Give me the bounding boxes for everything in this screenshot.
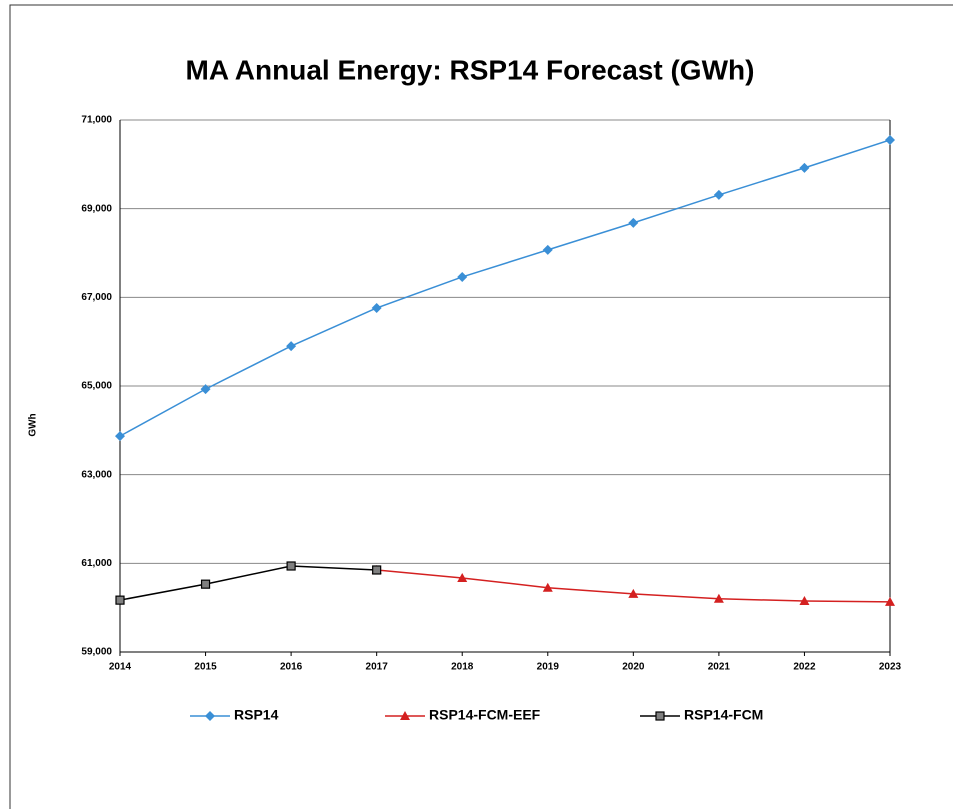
legend-marker xyxy=(400,711,410,720)
data-point xyxy=(542,244,553,255)
y-tick-label: 67,000 xyxy=(81,292,112,303)
data-point xyxy=(115,431,125,442)
data-point xyxy=(115,595,125,605)
data-point xyxy=(799,596,810,606)
data-point xyxy=(372,565,382,575)
data-point xyxy=(885,596,895,606)
x-tick-label: 2021 xyxy=(708,662,731,673)
data-point xyxy=(628,217,639,228)
x-tick-label: 2014 xyxy=(109,662,132,673)
data-point xyxy=(200,579,211,589)
x-tick-label: 2016 xyxy=(280,662,303,673)
y-tick-label: 65,000 xyxy=(81,381,112,392)
x-tick-label: 2020 xyxy=(622,662,645,673)
y-tick-label: 63,000 xyxy=(81,469,112,480)
data-point xyxy=(200,384,211,395)
legend-label: RSP14-FCM xyxy=(684,707,763,723)
legend-marker xyxy=(205,711,215,721)
data-point xyxy=(457,572,468,582)
x-tick-label: 2015 xyxy=(194,662,217,673)
data-point xyxy=(713,593,724,603)
data-point xyxy=(799,162,810,173)
legend-marker xyxy=(655,711,665,721)
chart-title: MA Annual Energy: RSP14 Forecast (GWh) xyxy=(186,54,755,85)
data-point xyxy=(371,302,382,313)
y-tick-label: 69,000 xyxy=(81,203,112,214)
series-line xyxy=(119,565,377,601)
x-tick-label: 2022 xyxy=(793,662,816,673)
data-point xyxy=(713,189,724,200)
data-point xyxy=(286,561,296,571)
x-tick-label: 2018 xyxy=(451,662,474,673)
data-point xyxy=(542,582,553,592)
data-point xyxy=(286,341,297,352)
x-tick-label: 2023 xyxy=(879,662,902,673)
frame xyxy=(9,4,953,809)
x-tick-label: 2019 xyxy=(537,662,560,673)
data-point xyxy=(628,588,639,598)
data-point xyxy=(885,134,895,145)
series-line xyxy=(119,139,891,437)
y-tick-label: 61,000 xyxy=(81,558,112,569)
y-tick-label: 59,000 xyxy=(81,647,112,658)
y-axis-label: GWh xyxy=(28,413,39,436)
legend-label: RSP14 xyxy=(234,707,279,723)
legend-label: RSP14-FCM-EEF xyxy=(429,707,541,723)
x-tick-label: 2017 xyxy=(366,662,389,673)
y-tick-label: 71,000 xyxy=(81,115,112,126)
data-point xyxy=(457,271,468,282)
